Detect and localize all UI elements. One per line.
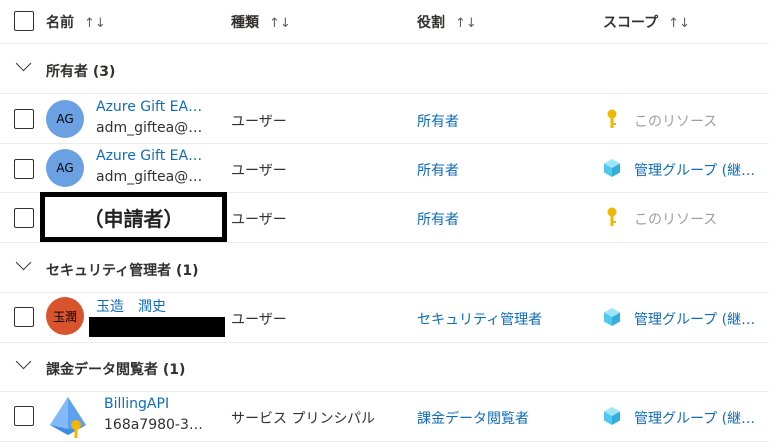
header-label: 名前 xyxy=(46,15,74,31)
scope-link[interactable]: 管理グループ (継… xyxy=(634,411,756,427)
sort-icon[interactable]: ↑↓ xyxy=(455,16,477,31)
column-header-type[interactable]: 種類 ↑↓ xyxy=(231,12,291,32)
row-checkbox[interactable] xyxy=(14,406,34,426)
service-principal-icon xyxy=(50,397,86,438)
role-link[interactable]: 所有者 xyxy=(417,212,459,228)
management-group-cube-icon xyxy=(604,308,620,326)
member-type: サービス プリンシパル xyxy=(231,411,376,427)
member-name-link[interactable]: Azure Gift EA… xyxy=(96,148,203,164)
scope-link[interactable]: 管理グループ (継… xyxy=(634,163,756,179)
row-checkbox[interactable] xyxy=(14,307,34,327)
row-checkbox[interactable] xyxy=(14,159,34,179)
group-header[interactable]: 課金データ閲覧者 (1) xyxy=(0,343,769,392)
group-header[interactable]: セキュリティ管理者 (1) xyxy=(0,243,769,293)
redaction-label: （申請者） xyxy=(83,206,184,231)
column-header-role[interactable]: 役割 ↑↓ xyxy=(417,12,477,32)
table-row[interactable]: BillingAPI 168a7980-3… サービス プリンシパル 課金データ… xyxy=(0,392,769,442)
avatar: AG xyxy=(46,100,84,138)
member-app-id: 168a7980-3… xyxy=(104,417,203,433)
header-label: 役割 xyxy=(417,15,445,31)
redaction-box: （申請者） xyxy=(40,192,227,242)
key-icon xyxy=(607,109,617,128)
avatar: 玉潤 xyxy=(46,297,84,335)
row-checkbox[interactable] xyxy=(14,109,34,129)
member-email: adm_giftea@… xyxy=(96,120,203,136)
key-icon xyxy=(607,207,617,226)
scope-text: このリソース xyxy=(634,114,718,130)
management-group-cube-icon xyxy=(604,407,620,425)
member-name-link[interactable]: Azure Gift EA… xyxy=(96,99,203,115)
member-type: ユーザー xyxy=(231,212,287,228)
chevron-down-icon[interactable] xyxy=(15,55,32,72)
member-name-link[interactable]: 玉造 潤史 xyxy=(96,299,166,315)
member-email: adm_giftea@… xyxy=(96,169,203,185)
column-header-name[interactable]: 名前 ↑↓ xyxy=(46,12,106,32)
sort-icon[interactable]: ↑↓ xyxy=(84,16,106,31)
role-link[interactable]: セキュリティ管理者 xyxy=(417,312,543,328)
redaction-bar xyxy=(89,317,225,337)
chevron-down-icon[interactable] xyxy=(15,353,32,370)
group-label: 課金データ閲覧者 (1) xyxy=(46,362,186,378)
role-link[interactable]: 所有者 xyxy=(417,163,459,179)
member-type: ユーザー xyxy=(231,114,287,130)
select-all-checkbox[interactable] xyxy=(14,11,34,31)
table-row[interactable]: AG Azure Gift EA… adm_giftea@… ユーザー 所有者 … xyxy=(0,94,769,144)
group-label: セキュリティ管理者 (1) xyxy=(46,263,199,279)
header-label: スコープ xyxy=(603,15,659,31)
sort-icon[interactable]: ↑↓ xyxy=(269,16,291,31)
chevron-down-icon[interactable] xyxy=(15,254,32,271)
member-type: ユーザー xyxy=(231,163,287,179)
role-link[interactable]: 課金データ閲覧者 xyxy=(417,411,529,427)
column-header-scope[interactable]: スコープ ↑↓ xyxy=(603,12,690,32)
table-row[interactable]: 玉潤 玉造 潤史 ユーザー セキュリティ管理者 管理グループ (継… xyxy=(0,293,769,343)
sort-icon[interactable]: ↑↓ xyxy=(668,16,690,31)
role-link[interactable]: 所有者 xyxy=(417,114,459,130)
header-label: 種類 xyxy=(231,15,259,31)
group-header[interactable]: 所有者 (3) xyxy=(0,44,769,94)
row-checkbox[interactable] xyxy=(14,208,34,228)
scope-text: このリソース xyxy=(634,212,718,228)
table-header: 名前 ↑↓ 種類 ↑↓ 役割 ↑↓ スコープ ↑↓ xyxy=(0,0,769,44)
avatar: AG xyxy=(46,149,84,187)
scope-link[interactable]: 管理グループ (継… xyxy=(634,312,756,328)
table-row[interactable]: （申請者） ユーザー 所有者 このリソース xyxy=(0,192,769,243)
table-row[interactable]: AG Azure Gift EA… adm_giftea@… ユーザー 所有者 … xyxy=(0,144,769,193)
group-label: 所有者 (3) xyxy=(46,64,116,80)
management-group-cube-icon xyxy=(604,159,620,177)
member-name-link[interactable]: BillingAPI xyxy=(104,396,170,412)
member-type: ユーザー xyxy=(231,312,287,328)
